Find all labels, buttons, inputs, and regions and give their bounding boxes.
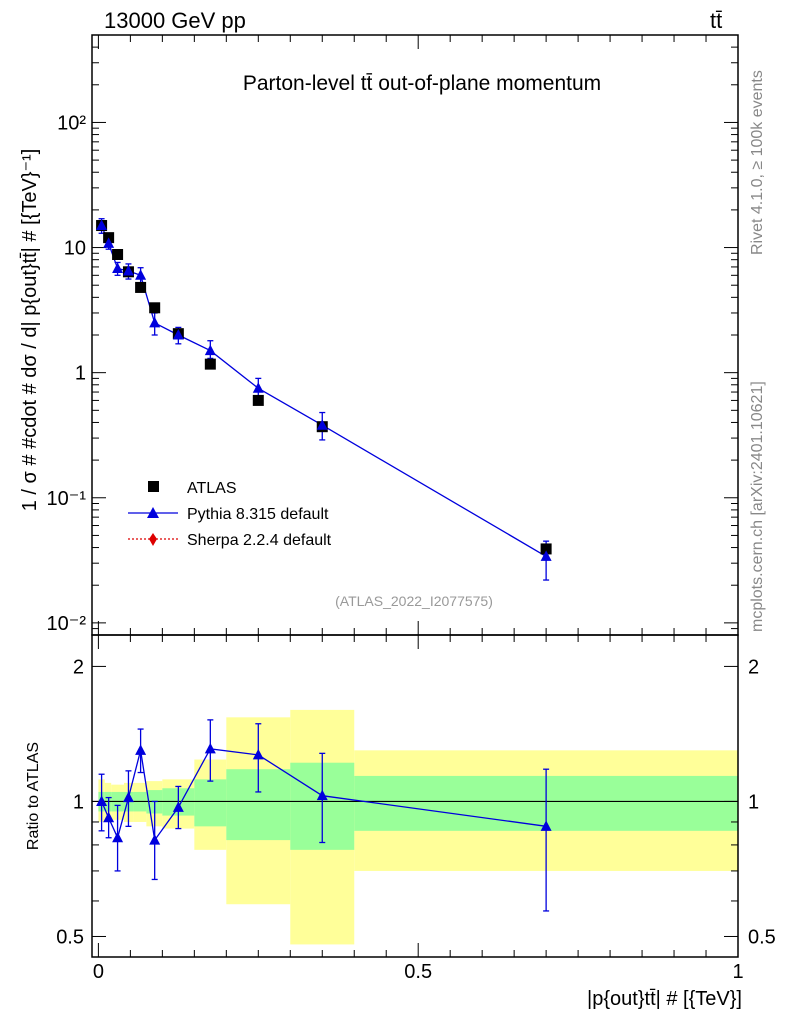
main-series-marks bbox=[96, 219, 552, 561]
pythia-data-point bbox=[103, 237, 115, 248]
atlas-data-point bbox=[135, 281, 147, 293]
legend-pythia-marker bbox=[147, 507, 159, 518]
main-plot-panel: 10⁻² 10⁻¹ 1 10 10² Parton-level tt̄ out-of-p… bbox=[19, 34, 739, 636]
x-tick-label: 0.5 bbox=[404, 961, 432, 983]
rivet-version-label: Rivet 4.1.0, ≥ 100k events bbox=[749, 70, 766, 255]
main-axis-ticks: 10⁻² 10⁻¹ 1 10 10² bbox=[47, 34, 739, 636]
atlas-data-point bbox=[252, 394, 264, 406]
ratio-y-tick-label-left: 0.5 bbox=[56, 926, 84, 948]
pythia-data-point bbox=[172, 329, 184, 340]
process-label: tt̄ bbox=[710, 8, 722, 33]
pythia-data-point bbox=[96, 219, 108, 231]
x-axis-label: |p{out}tt̄| # [{TeV}] bbox=[587, 988, 742, 1010]
legend-pythia-label: Pythia 8.315 default bbox=[187, 506, 329, 523]
ratio-plot-panel: 0.5 0.51 12 20 0.5 1 Ratio to ATLAS |p{out}tt… bbox=[25, 634, 776, 1010]
pythia-data-point bbox=[316, 419, 328, 430]
ratio-pythia-point bbox=[172, 801, 184, 812]
main-y-tick-label: 10⁻² bbox=[47, 613, 87, 635]
main-y-tick-label: 10² bbox=[57, 112, 86, 134]
ratio-pythia-point bbox=[540, 820, 552, 831]
ratio-pythia-point bbox=[112, 831, 124, 843]
atlas-data-point bbox=[149, 302, 161, 314]
x-tick-label: 0 bbox=[93, 961, 104, 983]
ratio-pythia-point bbox=[135, 744, 147, 755]
ratio-y-tick-label-left: 1 bbox=[73, 791, 84, 813]
mcplots-label: mcplots.cern.ch [arXiv:2401.10621] bbox=[749, 381, 766, 632]
main-y-tick-label: 1 bbox=[75, 363, 86, 385]
legend-atlas-label: ATLAS bbox=[187, 480, 237, 497]
ratio-series-marks bbox=[96, 742, 552, 845]
legend-sherpa-marker bbox=[149, 533, 157, 546]
legend: ATLAS Pythia 8.315 default Sherpa 2.2.4 … bbox=[128, 480, 332, 549]
main-y-tick-label: 10 bbox=[64, 238, 86, 260]
main-y-axis-label: 1 / σ # #cdot # dσ / d| p{out}tt̄| # [{T… bbox=[19, 149, 41, 512]
ratio-pythia-point bbox=[252, 748, 264, 760]
ratio-pythia-point bbox=[149, 834, 161, 845]
atlas-data-point bbox=[540, 543, 552, 555]
pythia-data-point bbox=[204, 344, 216, 356]
legend-atlas-marker bbox=[148, 481, 159, 492]
ratio-band-inner bbox=[194, 779, 227, 827]
ratio-y-tick-label-right: 2 bbox=[748, 656, 759, 678]
legend-sherpa-label: Sherpa 2.2.4 default bbox=[187, 532, 332, 549]
pythia-data-point bbox=[540, 550, 552, 561]
analysis-label: (ATLAS_2022_I2077575) bbox=[335, 593, 493, 609]
ratio-pythia-point bbox=[204, 742, 216, 754]
ratio-pythia-point bbox=[96, 795, 108, 806]
ratio-uncertainty-bands bbox=[92, 709, 738, 945]
ratio-pythia-point bbox=[122, 791, 134, 803]
pythia-data-point bbox=[135, 269, 147, 280]
ratio-y-axis-label: Ratio to ATLAS bbox=[25, 742, 42, 850]
x-tick-label: 1 bbox=[732, 961, 743, 983]
pythia-data-point bbox=[149, 316, 161, 328]
main-series-lines bbox=[98, 218, 550, 581]
atlas-data-point bbox=[112, 248, 124, 260]
atlas-data-point bbox=[204, 358, 216, 370]
ratio-y-tick-label-left: 2 bbox=[73, 656, 84, 678]
ratio-y-tick-label-right: 0.5 bbox=[748, 926, 776, 948]
ratio-pythia-point bbox=[103, 811, 115, 823]
ratio-pythia-point bbox=[316, 789, 328, 801]
plot-title: Parton-level tt̄ out-of-plane momentum bbox=[243, 72, 601, 95]
pythia-data-point bbox=[112, 262, 124, 274]
pythia-data-point bbox=[252, 382, 264, 393]
ratio-y-tick-label-right: 1 bbox=[748, 791, 759, 813]
pythia-data-point bbox=[122, 264, 134, 276]
main-y-tick-label: 10⁻¹ bbox=[47, 488, 87, 510]
energy-label: 13000 GeV pp bbox=[104, 8, 246, 33]
ratio-plot-frame bbox=[91, 634, 739, 958]
